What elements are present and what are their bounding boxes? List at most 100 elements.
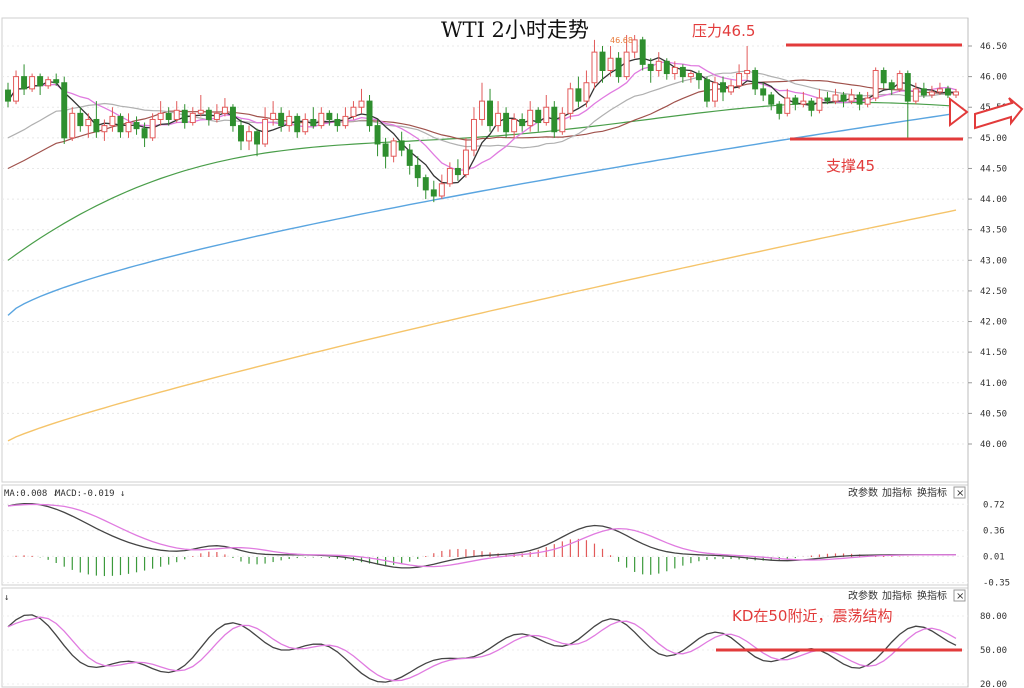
- candle-body: [133, 122, 140, 130]
- ma20-line: [7, 70, 957, 149]
- candle-body: [390, 140, 397, 157]
- price-tick-label: 40.00: [980, 440, 1007, 450]
- macd-dea-line: [7, 503, 956, 568]
- candle-body: [286, 115, 293, 127]
- candle-body: [294, 115, 301, 133]
- candle-body: [197, 109, 204, 114]
- candle-body: [149, 118, 156, 139]
- candle-body: [896, 73, 903, 90]
- price-tick-label: 44.00: [980, 195, 1007, 205]
- candle-body: [157, 112, 164, 120]
- candle-body: [639, 39, 646, 65]
- candle-body: [262, 118, 269, 145]
- candle-body: [503, 112, 510, 133]
- candle-body: [647, 63, 654, 71]
- candle-body: [479, 100, 485, 120]
- candle-body: [13, 76, 20, 102]
- candle-body: [5, 89, 11, 102]
- kd-close-button[interactable]: [953, 589, 966, 602]
- macd-close-icon: ×: [956, 488, 964, 499]
- candle-body: [334, 118, 341, 127]
- candle-body: [575, 88, 582, 102]
- candle-body: [543, 106, 550, 124]
- kd-d-line: [7, 616, 957, 682]
- candle-body: [181, 109, 188, 124]
- candle-body: [527, 109, 534, 127]
- candle-body: [374, 125, 381, 145]
- candle-body: [29, 76, 36, 90]
- macd-panel: MA:0.008 ↓ MACD:-0.019 ↓ 改参数 加指标 换指标 × 0…: [2, 486, 1010, 589]
- macd-close-button[interactable]: [953, 486, 966, 499]
- macd-tick-label: -0.35: [983, 579, 1010, 589]
- candle-body: [238, 125, 244, 142]
- candle-body: [495, 112, 502, 127]
- candle-body: [953, 91, 959, 96]
- kd-swap-indicator-button[interactable]: 换指标: [917, 589, 947, 602]
- candle-body: [430, 189, 437, 197]
- candle-body: [840, 94, 847, 102]
- candle-body: [470, 118, 477, 151]
- candle-body: [511, 118, 518, 133]
- candle-body: [221, 106, 228, 114]
- candle-body: [302, 118, 309, 133]
- candle-body: [928, 91, 935, 96]
- candle-body: [920, 88, 927, 96]
- candle-body: [671, 66, 678, 75]
- candle-body: [406, 149, 413, 166]
- candle-body: [535, 109, 542, 124]
- candle-body: [912, 88, 919, 102]
- price-axis: 46.5046.0045.5045.0044.5044.0043.5043.00…: [968, 42, 1007, 450]
- kd-tick-label: 50.00: [980, 646, 1007, 656]
- candle-body: [53, 79, 60, 84]
- kd-params-button[interactable]: 改参数: [848, 589, 878, 602]
- candle-body: [438, 183, 445, 197]
- candle-body: [848, 94, 855, 102]
- candle-body: [422, 177, 429, 191]
- candle-body: [768, 94, 775, 105]
- candle-body: [583, 82, 590, 102]
- candle-body: [21, 76, 28, 90]
- candle-body: [85, 118, 92, 127]
- candle-body: [888, 82, 895, 90]
- macd-header-dif: MA:0.008 ↓: [4, 489, 58, 499]
- candle-body: [832, 94, 839, 102]
- high-mark-label: 46.68: [610, 36, 633, 45]
- direction-arrow-icon: [949, 96, 1024, 130]
- candle-body: [559, 112, 566, 133]
- support-label: 支撑45: [826, 157, 875, 175]
- candle-body: [326, 112, 333, 120]
- macd-params-button[interactable]: 改参数: [848, 486, 878, 499]
- candle-body: [229, 106, 236, 127]
- macd-swap-indicator-button[interactable]: 换指标: [917, 486, 947, 499]
- candle-body: [350, 106, 357, 117]
- ma10-line: [7, 61, 957, 171]
- candle-body: [904, 73, 911, 102]
- candle-body: [856, 94, 863, 105]
- candle-body: [567, 88, 574, 114]
- kd-note: KD在50附近，震荡结构: [732, 607, 892, 625]
- price-tick-label: 41.50: [980, 348, 1007, 358]
- resistance-label: 压力46.5: [692, 22, 755, 40]
- candle-body: [728, 85, 735, 93]
- macd-add-indicator-button[interactable]: 加指标: [882, 486, 912, 499]
- candle-body: [519, 118, 526, 127]
- candle-body: [800, 100, 807, 105]
- candle-body: [93, 118, 100, 133]
- candle-body: [382, 143, 389, 157]
- candle-body: [246, 131, 252, 142]
- candle-body: [487, 100, 494, 127]
- macd-axis: 0.72 0.36 0.01 -0.35: [2, 500, 1010, 589]
- candle-body: [776, 103, 783, 114]
- candle-body: [77, 112, 84, 127]
- price-tick-label: 43.00: [980, 256, 1007, 266]
- candle-body: [117, 115, 124, 133]
- price-tick-label: 46.00: [980, 73, 1007, 83]
- candle-body: [61, 82, 68, 139]
- candle-body: [173, 109, 180, 120]
- candle-body: [141, 128, 148, 139]
- candle-body: [744, 69, 751, 75]
- ma250-line: [7, 209, 957, 442]
- candle-body: [607, 57, 614, 71]
- kd-add-indicator-button[interactable]: 加指标: [882, 589, 912, 602]
- kd-k-line: [7, 614, 957, 683]
